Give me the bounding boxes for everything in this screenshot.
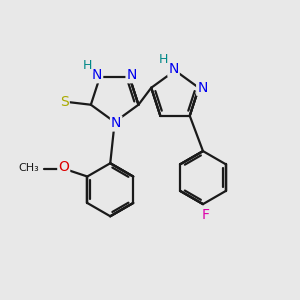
Text: S: S xyxy=(60,95,69,109)
Text: N: N xyxy=(111,116,121,130)
Text: N: N xyxy=(92,68,102,82)
Text: H: H xyxy=(159,53,168,66)
Text: O: O xyxy=(58,160,69,174)
Text: N: N xyxy=(127,68,137,82)
Text: N: N xyxy=(168,62,179,76)
Text: CH₃: CH₃ xyxy=(19,163,40,173)
Text: H: H xyxy=(83,59,92,72)
Text: N: N xyxy=(197,81,208,95)
Text: F: F xyxy=(201,208,209,222)
